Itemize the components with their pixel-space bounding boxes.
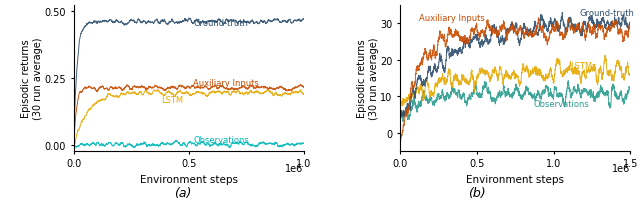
Text: LSTM: LSTM: [161, 95, 183, 104]
Y-axis label: Episodic returns
(30 run average): Episodic returns (30 run average): [357, 38, 379, 120]
X-axis label: Environment steps: Environment steps: [140, 174, 237, 184]
X-axis label: Environment steps: Environment steps: [467, 174, 564, 184]
Text: 1e6: 1e6: [612, 163, 630, 173]
Text: LSTM: LSTM: [571, 61, 593, 70]
Y-axis label: Episodic returns
(30 run average): Episodic returns (30 run average): [21, 38, 43, 120]
Text: Ground-truth: Ground-truth: [193, 19, 248, 28]
Text: Auxiliary Inputs: Auxiliary Inputs: [193, 79, 259, 88]
Text: (b): (b): [468, 186, 486, 199]
Text: 1e6: 1e6: [285, 163, 304, 173]
Text: (a): (a): [173, 186, 191, 199]
Text: Auxiliary Inputs: Auxiliary Inputs: [419, 14, 484, 23]
Text: Ground-truth: Ground-truth: [580, 9, 635, 18]
Text: Observations: Observations: [193, 135, 249, 144]
Text: Observations: Observations: [534, 99, 589, 108]
